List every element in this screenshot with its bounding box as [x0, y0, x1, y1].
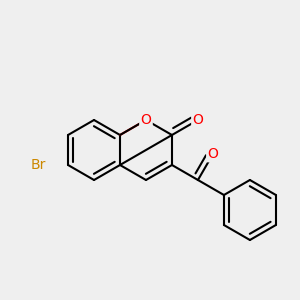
Text: Br: Br	[30, 158, 46, 172]
Text: O: O	[193, 113, 203, 127]
Text: O: O	[140, 113, 152, 127]
Text: O: O	[208, 147, 218, 161]
